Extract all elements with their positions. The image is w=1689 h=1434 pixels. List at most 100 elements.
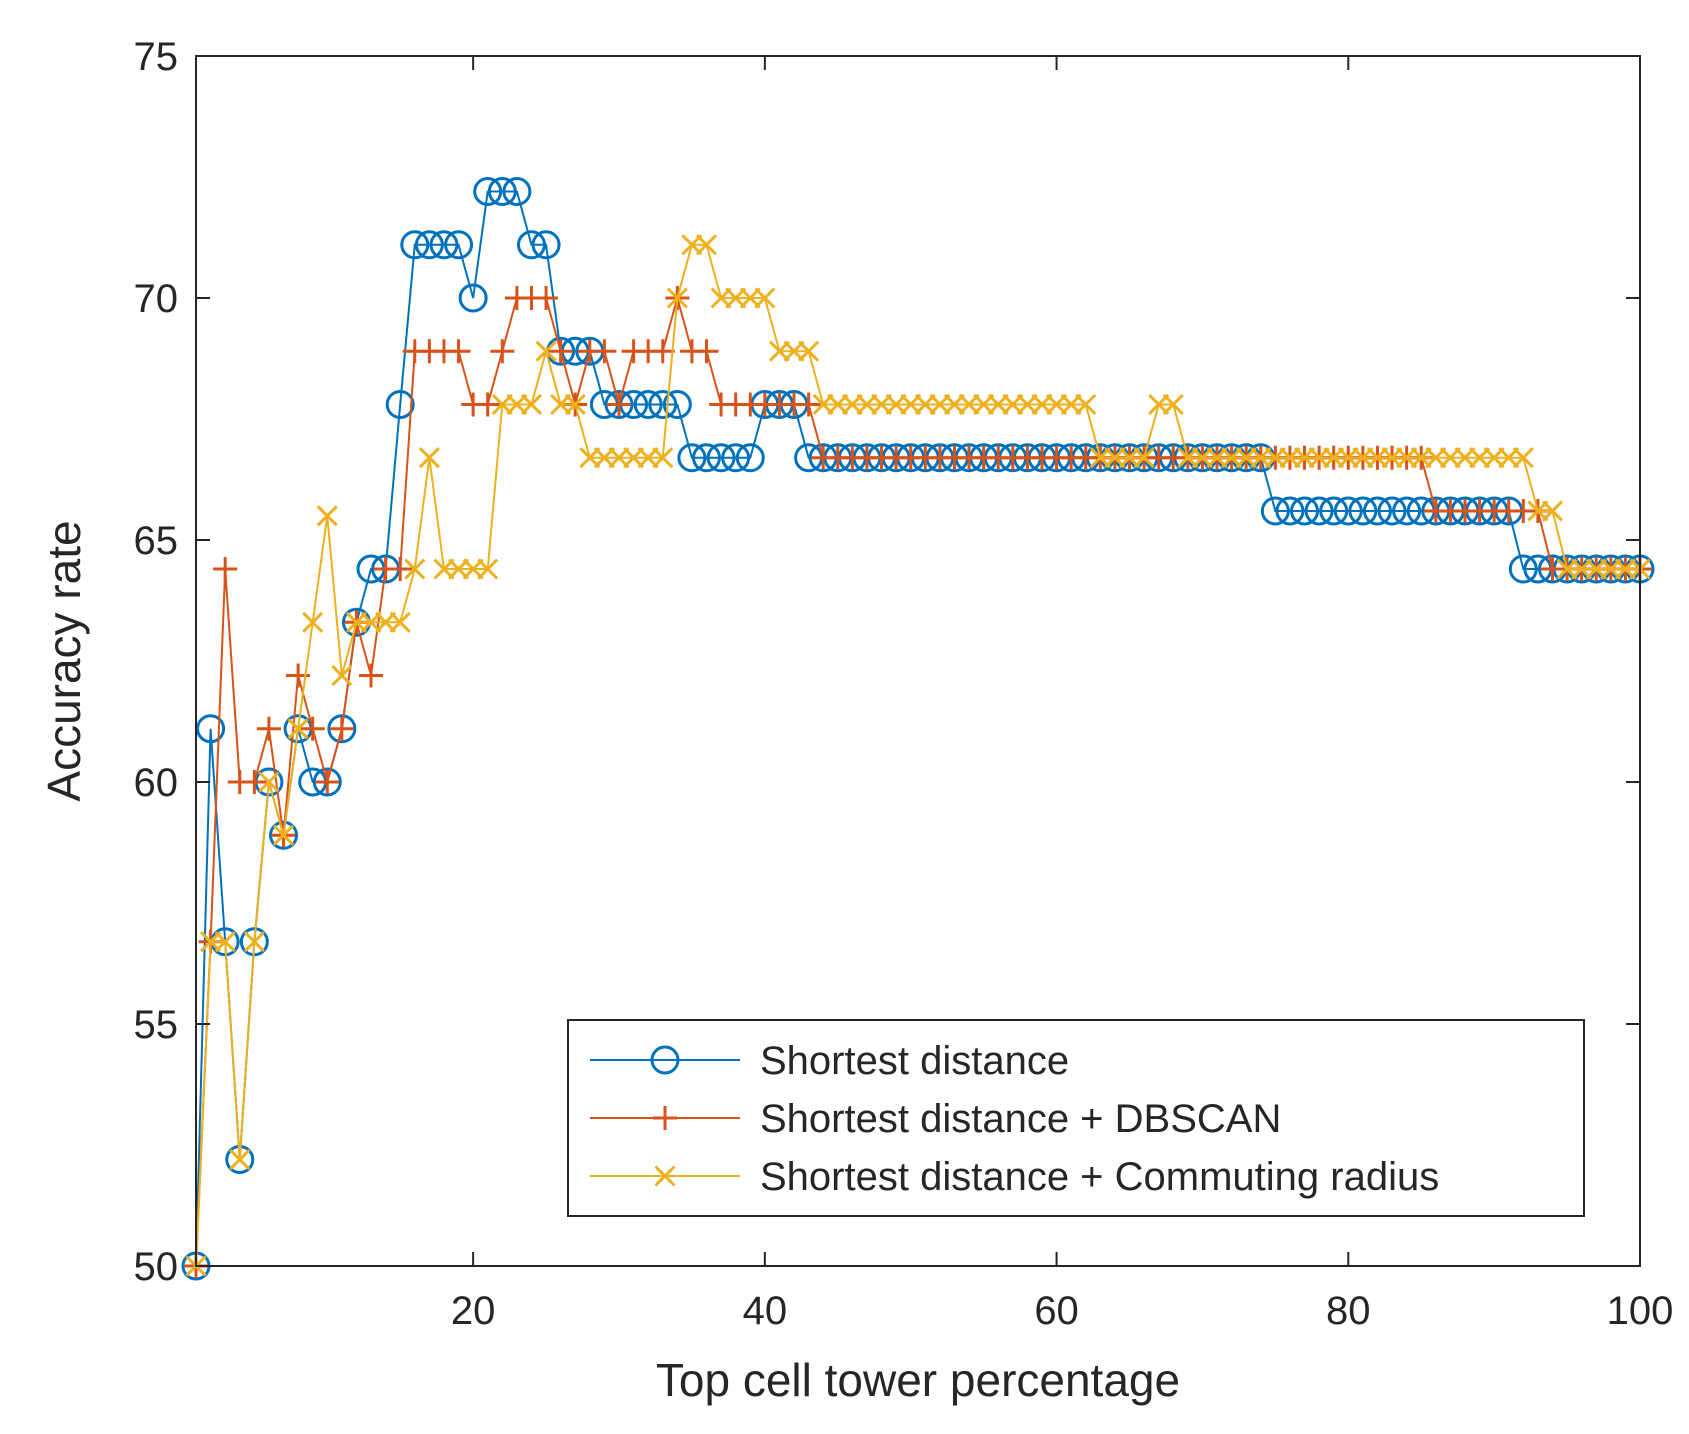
data-point [214,931,236,953]
y-tick-label: 75 [134,35,179,79]
data-point [1162,393,1184,416]
data-point [606,392,631,417]
data-point [520,393,543,416]
data-point [388,557,413,582]
data-point [1075,393,1097,416]
legend-items: Shortest distance Shortest distance + DBS… [590,1039,1439,1199]
data-point [677,443,707,473]
x-tick-label: 60 [1034,1289,1079,1333]
data-point [414,230,444,260]
legend-label: Shortest distance + Commuting radius [760,1155,1439,1199]
y-tick-label: 60 [134,761,179,805]
data-point [694,339,719,364]
data-point [429,230,459,260]
data-point [287,718,309,740]
data-point [331,664,353,687]
series-line [195,243,1640,1267]
data-point [258,771,280,793]
data-point [490,339,515,364]
data-point [1304,496,1334,526]
legend-label: Shortest distance [760,1039,1069,1083]
data-point [418,447,440,469]
data-point [604,389,634,419]
data-point [1377,496,1407,526]
y-tick-label: 70 [134,277,179,321]
data-point [458,283,488,313]
plot-area-border [195,55,1641,1267]
data-point [1512,447,1534,469]
data-point [706,443,736,473]
data-point [400,230,430,260]
data-point [1392,496,1422,526]
data-point [300,716,325,741]
data-point [385,389,415,419]
data-point [1508,554,1538,584]
data-point [796,392,821,417]
data-point [502,177,532,207]
y-axis-label: Accuracy rate [38,520,90,801]
legend-item: Shortest distance + DBSCAN [590,1097,1281,1141]
data-point [327,714,357,744]
data-point [798,340,820,362]
x-tick-label: 80 [1326,1289,1371,1333]
data-point [256,716,281,741]
data-point [269,820,299,850]
data-point [666,287,688,309]
data-point [229,1148,251,1171]
y-tick-label: 65 [134,519,179,563]
legend-marker [650,1045,680,1075]
data-point [652,447,674,469]
y-tick-label: 50 [134,1245,179,1289]
data-point [1541,500,1564,522]
x-axis-label: Top cell tower percentage [656,1354,1180,1406]
axis-ticks: 20 40 60 80 100 50 55 60 65 70 75 [134,35,1674,1333]
data-point [312,767,342,797]
data-point [1348,496,1378,526]
data-point [1133,447,1155,469]
x-tick-label: 20 [451,1289,496,1333]
legend-marker [654,1165,676,1187]
data-point [548,339,573,364]
data-point [487,177,517,207]
data-point [475,392,500,417]
legend-item: Shortest distance [590,1039,1069,1083]
data-point [535,340,557,362]
data-point [754,287,776,309]
legend-marker [653,1106,677,1130]
data-point [404,558,426,580]
legend-label: Shortest distance + DBSCAN [760,1097,1281,1141]
data-point [196,714,226,744]
series-3 [185,234,1651,1277]
data-point [516,230,546,260]
data-point [316,505,338,527]
data-point [329,716,354,741]
data-point [1275,496,1305,526]
data-point [1290,496,1320,526]
series-layer [181,177,1655,1281]
data-point [359,663,384,688]
data-point [446,339,471,364]
x-tick-label: 40 [743,1289,788,1333]
data-point [650,339,675,364]
data-point [662,389,692,419]
data-point [444,230,474,260]
data-point [302,611,324,633]
data-point [473,177,503,207]
data-point [695,234,718,256]
data-point [531,230,561,260]
data-point [243,931,265,953]
data-point [648,389,678,419]
data-point [592,339,617,364]
data-point [534,286,559,310]
data-point [1260,496,1290,526]
data-point [1333,496,1363,526]
data-point [477,558,499,580]
y-tick-label: 55 [134,1003,179,1047]
data-point [272,824,295,846]
data-point [1362,496,1392,526]
legend-item: Shortest distance + Commuting radius [590,1155,1439,1199]
data-point [213,557,238,582]
data-point [721,443,751,473]
